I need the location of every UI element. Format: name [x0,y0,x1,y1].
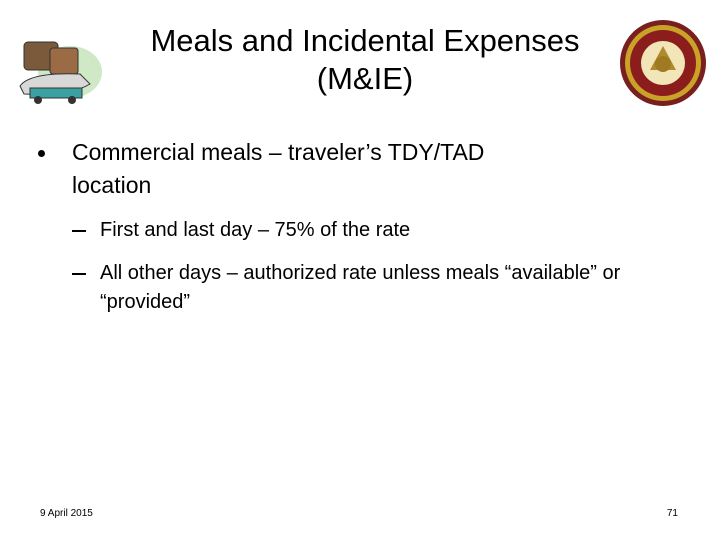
title: Meals and Incidental Expenses (M&IE) [110,22,620,98]
sub-bullet-marker [72,230,86,232]
footer-date: 9 April 2015 [40,508,93,519]
title-line: Meals and Incidental Expenses [150,23,580,58]
travel-clipart [19,41,102,104]
title-line: (M&IE) [316,61,414,96]
sub-bullet-text: First and last day – 75% of the rate [100,219,411,241]
page-number: 71 [666,508,678,519]
seal [620,20,706,106]
sub-bullet-text: All other days – authorized rate unless … [100,262,621,313]
bullet-text: Commercial meals – traveler’s TDY/TAD lo… [72,139,485,198]
sub-bullet-marker [72,273,86,275]
bullet-marker [38,150,45,157]
